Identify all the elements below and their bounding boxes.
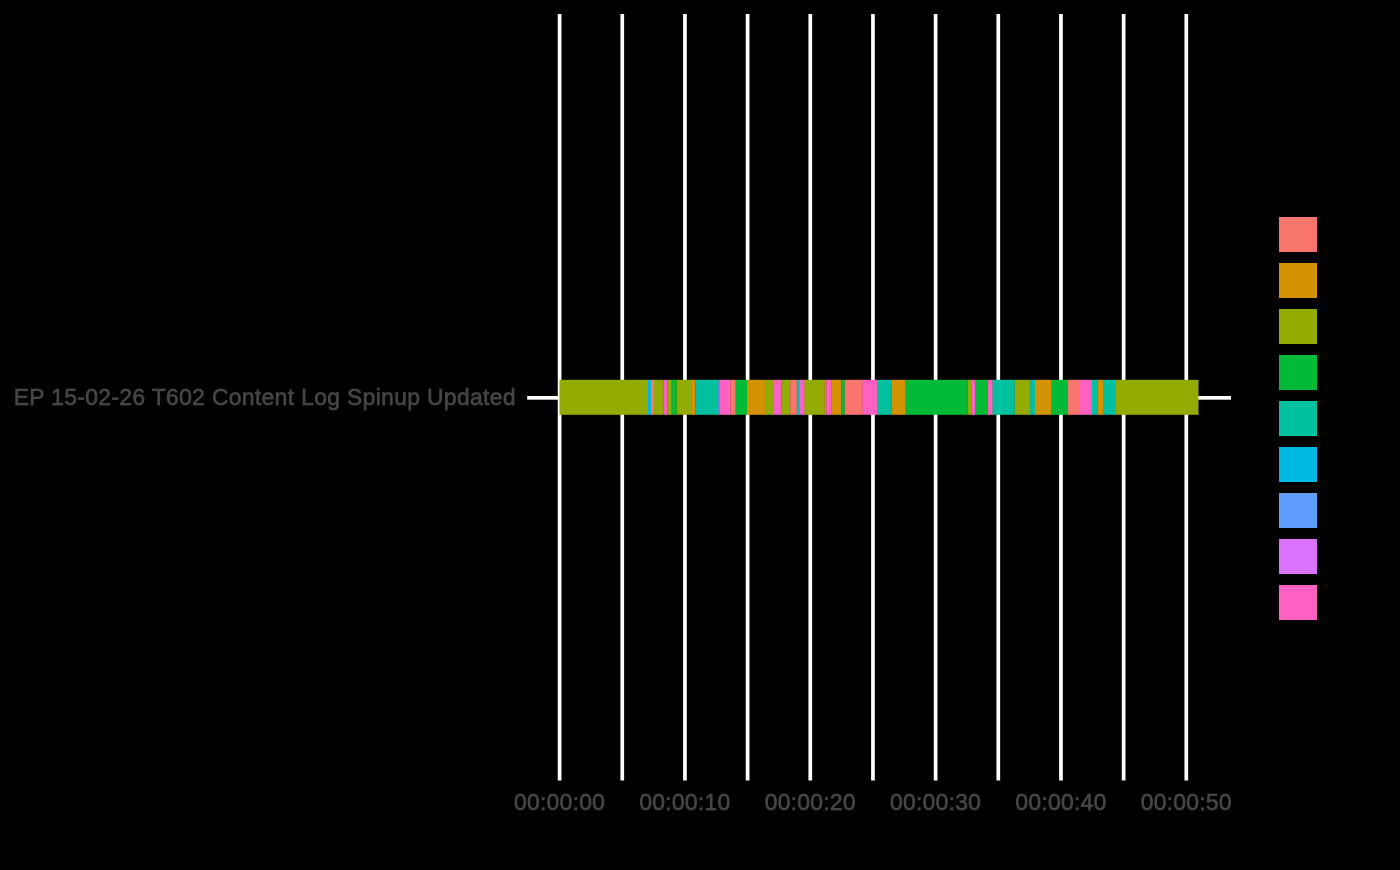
svg-text:00:00:20: 00:00:20 <box>765 789 856 815</box>
svg-text:00:00:00: 00:00:00 <box>514 789 605 815</box>
svg-text:00:00:40: 00:00:40 <box>1015 789 1106 815</box>
svg-text:00:00:50: 00:00:50 <box>1141 789 1232 815</box>
svg-text:00:00:10: 00:00:10 <box>639 789 730 815</box>
svg-text:00:00:30: 00:00:30 <box>890 789 981 815</box>
svg-text:EP 15-02-26 T602 Content Log S: EP 15-02-26 T602 Content Log Spinup Upda… <box>14 384 516 410</box>
